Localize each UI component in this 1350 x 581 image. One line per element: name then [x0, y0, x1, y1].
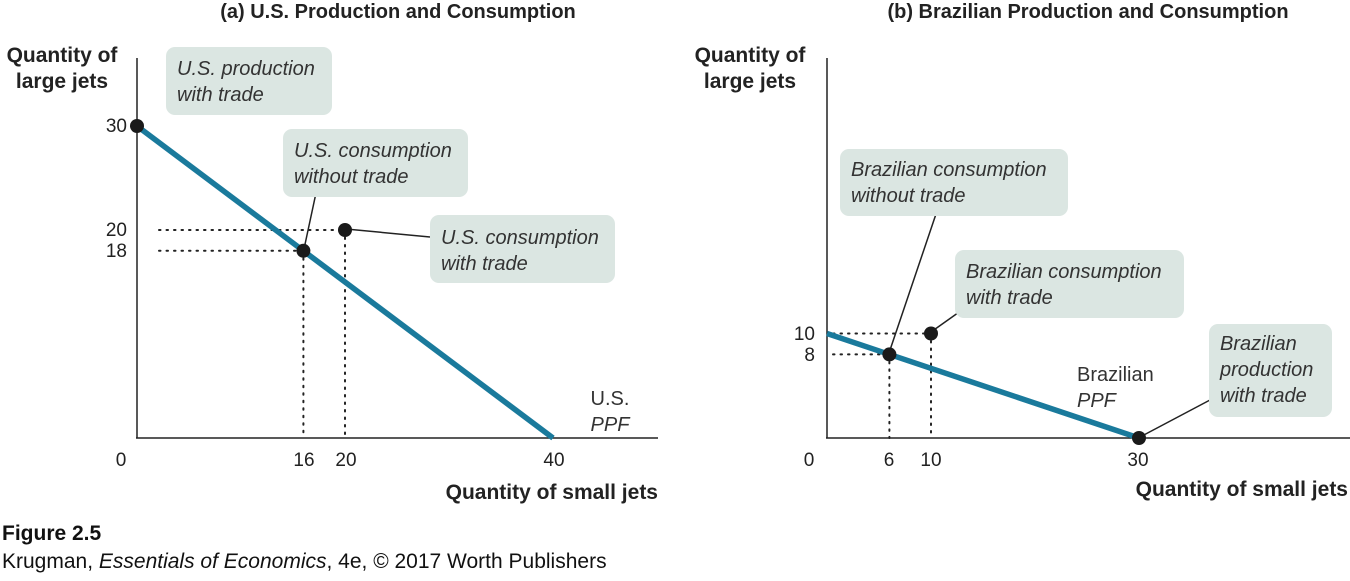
credit-author: Krugman, — [2, 550, 99, 573]
panel-b-x-axis-label: Quantity of small jets — [1136, 478, 1348, 501]
svg-text:with trade: with trade — [177, 84, 264, 106]
panel-a-x-tick-0: 0 — [116, 450, 127, 471]
panel-b-point-consumption-without-trade — [882, 347, 896, 361]
panel-b-x-tick-0: 0 — [804, 450, 815, 471]
svg-text:U.S. consumption: U.S. consumption — [294, 140, 452, 162]
panel-a-x-tick-16: 16 — [293, 450, 314, 471]
panel-b-x-tick-30: 30 — [1127, 450, 1148, 471]
panel-b-ppf-label-line2: PPF — [1077, 390, 1118, 412]
panel-b-callout-consumption-with-trade: Brazilian consumption with trade — [955, 250, 1184, 318]
panel-a-ppf-label-line1: U.S. — [591, 388, 630, 410]
panel-a-callout-consumption-with-trade: U.S. consumption with trade — [430, 215, 615, 283]
panel-b-y-tick-8: 8 — [804, 345, 815, 366]
panel-a-leader-with-trade — [346, 229, 430, 237]
panel-a-y-tick-30: 30 — [106, 116, 127, 137]
figure-caption: Figure 2.5 Krugman, Essentials of Econom… — [2, 520, 607, 576]
panel-a-callout-production: U.S. production with trade — [166, 47, 332, 115]
panel-b-y-tick-10: 10 — [794, 324, 815, 345]
panel-a-y-axis-label-line2: large jets — [16, 70, 108, 93]
svg-text:Brazilian: Brazilian — [1220, 333, 1297, 355]
panel-a-title: (a) U.S. Production and Consumption — [220, 1, 576, 23]
figure-number: Figure 2.5 — [2, 520, 607, 548]
panel-b-callout-consumption-no-trade: Brazilian consumption without trade — [840, 149, 1068, 216]
svg-text:Brazilian consumption: Brazilian consumption — [851, 159, 1047, 181]
svg-text:with trade: with trade — [441, 253, 528, 275]
svg-text:Brazilian consumption: Brazilian consumption — [966, 261, 1162, 283]
panel-b-callout-production-with-trade: Brazilian production with trade — [1209, 324, 1332, 417]
panel-a-y-tick-18: 18 — [106, 241, 127, 262]
credit-book-title: Essentials of Economics — [99, 550, 327, 573]
panel-b-point-consumption-with-trade — [924, 327, 938, 341]
panel-b-y-axis-label-line1: Quantity of — [695, 44, 807, 67]
panel-a-point-production-with-trade — [130, 119, 144, 133]
panel-a-us: (a) U.S. Production and Consumption Quan… — [7, 1, 658, 504]
panel-b-y-axis-label-line2: large jets — [704, 70, 796, 93]
svg-text:with trade: with trade — [966, 287, 1053, 309]
svg-text:production: production — [1219, 359, 1313, 381]
panel-b-x-tick-10: 10 — [920, 450, 941, 471]
panel-b-x-tick-6: 6 — [884, 450, 895, 471]
svg-text:without trade: without trade — [294, 166, 409, 188]
panel-b-leader-production — [1140, 400, 1210, 437]
panel-b-brazil: (b) Brazilian Production and Consumption… — [695, 1, 1350, 501]
svg-text:U.S. production: U.S. production — [177, 58, 315, 80]
panel-a-y-axis-label-line1: Quantity of — [7, 44, 119, 67]
panel-a-x-tick-20: 20 — [335, 450, 356, 471]
svg-text:without trade: without trade — [851, 185, 966, 207]
panel-a-x-axis-label: Quantity of small jets — [446, 481, 658, 504]
panel-a-leader-no-trade — [304, 193, 316, 249]
panel-b-ppf-label-line1: Brazilian — [1077, 364, 1154, 386]
panel-a-callout-consumption-no-trade: U.S. consumption without trade — [283, 129, 468, 197]
panel-a-point-consumption-without-trade — [296, 244, 310, 258]
panel-a-y-tick-20: 20 — [106, 220, 127, 241]
panel-b-point-production-with-trade — [1132, 431, 1146, 445]
svg-text:U.S. consumption: U.S. consumption — [441, 227, 599, 249]
panel-a-x-tick-40: 40 — [543, 450, 564, 471]
credit-rest: , 4e, © 2017 Worth Publishers — [327, 550, 607, 573]
svg-text:with trade: with trade — [1220, 385, 1307, 407]
panel-a-point-consumption-with-trade — [338, 223, 352, 237]
panel-b-title: (b) Brazilian Production and Consumption — [887, 1, 1288, 23]
panel-a-ppf-label-line2: PPF — [591, 414, 632, 436]
figure-credit: Krugman, Essentials of Economics, 4e, © … — [2, 548, 607, 576]
